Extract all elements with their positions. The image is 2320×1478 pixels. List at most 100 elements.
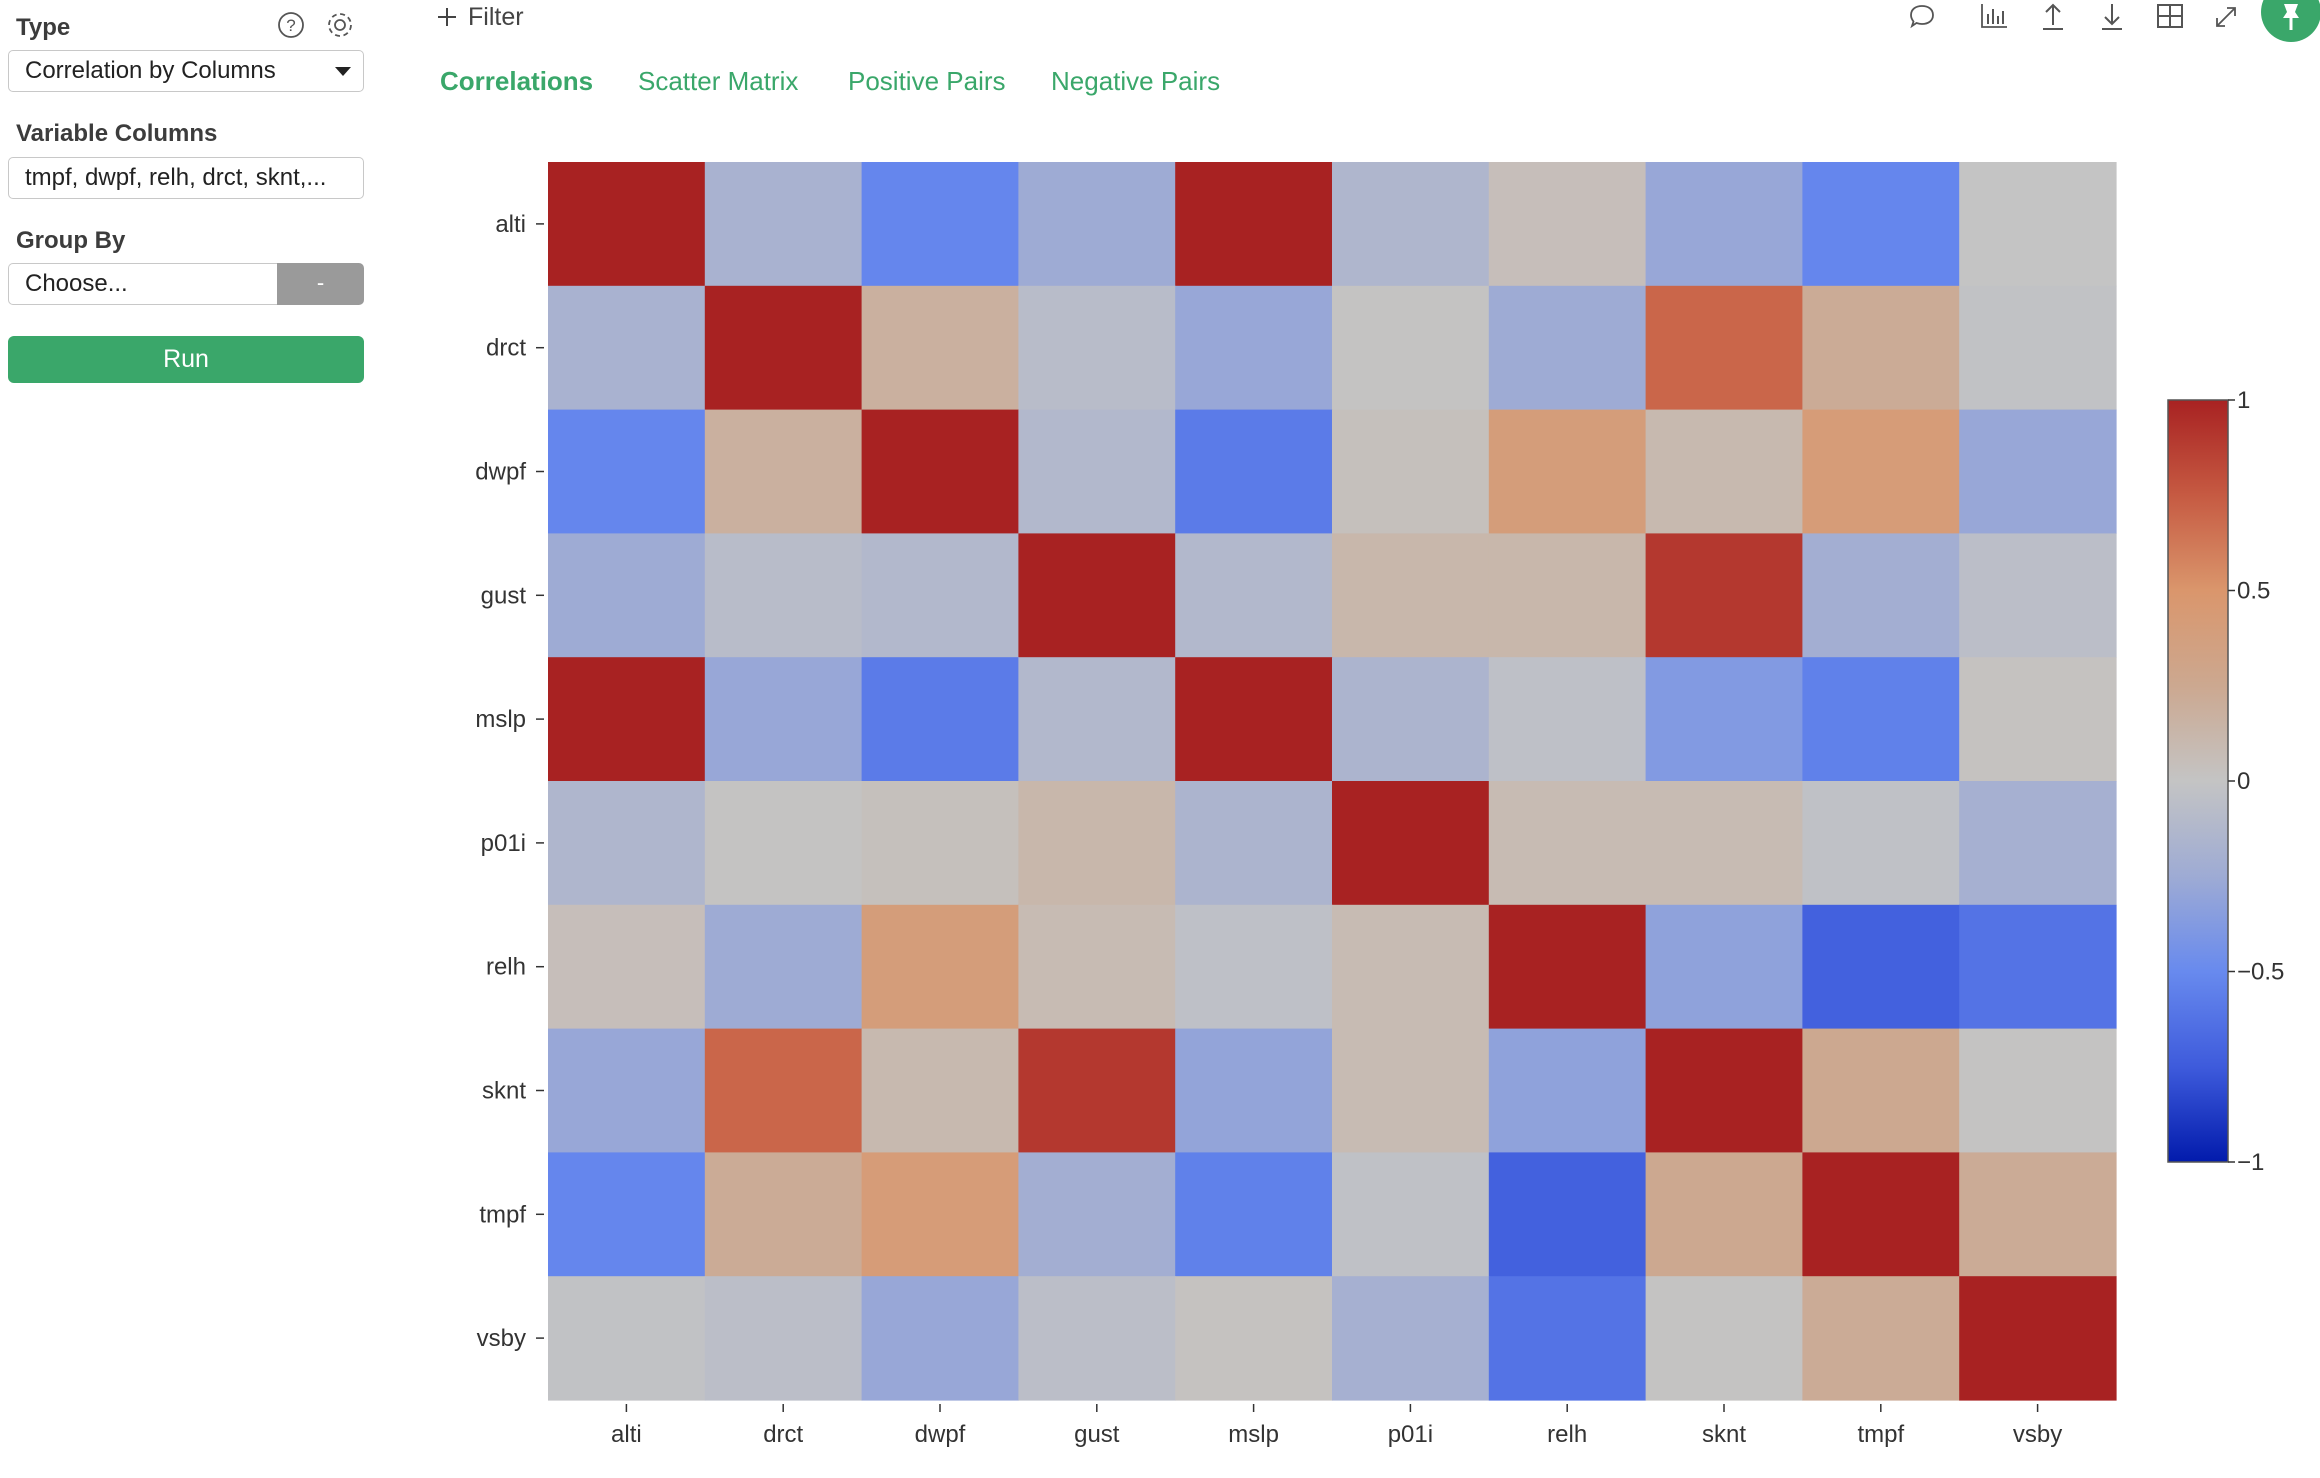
heatmap-cell-tmpf-p01i[interactable] xyxy=(1332,1152,1490,1277)
heatmap-cell-vsby-drct[interactable] xyxy=(704,1276,863,1401)
chart-icon[interactable] xyxy=(1977,0,2011,34)
heatmap-cell-dwpf-mslp[interactable] xyxy=(1175,409,1333,534)
heatmap-cell-relh-dwpf[interactable] xyxy=(861,904,1019,1030)
heatmap-cell-p01i-relh[interactable] xyxy=(1488,781,1647,906)
heatmap-cell-sknt-tmpf[interactable] xyxy=(1802,1028,1960,1153)
heatmap-cell-gust-dwpf[interactable] xyxy=(861,533,1019,658)
heatmap-cell-gust-mslp[interactable] xyxy=(1175,533,1333,658)
heatmap-cell-p01i-alti[interactable] xyxy=(548,781,706,906)
heatmap-cell-sknt-gust[interactable] xyxy=(1018,1028,1176,1153)
heatmap-cell-vsby-p01i[interactable] xyxy=(1332,1276,1490,1401)
heatmap-cell-tmpf-mslp[interactable] xyxy=(1175,1152,1333,1277)
heatmap-cell-vsby-alti[interactable] xyxy=(548,1276,706,1401)
heatmap-cell-mslp-vsby[interactable] xyxy=(1959,657,2117,782)
heatmap-cell-tmpf-vsby[interactable] xyxy=(1959,1152,2117,1277)
heatmap-cell-sknt-drct[interactable] xyxy=(704,1028,863,1153)
tab-scatter-matrix[interactable]: Scatter Matrix xyxy=(638,66,799,96)
heatmap-cell-gust-relh[interactable] xyxy=(1488,533,1647,658)
heatmap-cell-vsby-tmpf[interactable] xyxy=(1802,1276,1960,1401)
heatmap-cell-alti-p01i[interactable] xyxy=(1332,162,1490,287)
heatmap-cell-vsby-gust[interactable] xyxy=(1018,1276,1176,1401)
heatmap-cell-relh-mslp[interactable] xyxy=(1175,904,1333,1030)
heatmap-cell-tmpf-relh[interactable] xyxy=(1488,1152,1647,1277)
heatmap-cell-mslp-sknt[interactable] xyxy=(1645,657,1803,782)
heatmap-cell-p01i-mslp[interactable] xyxy=(1175,781,1333,906)
help-circle-icon[interactable]: ? xyxy=(276,10,306,40)
pin-button[interactable] xyxy=(2261,0,2320,42)
heatmap-cell-mslp-drct[interactable] xyxy=(704,657,863,782)
filter-button[interactable]: Filter xyxy=(436,0,524,34)
heatmap-cell-mslp-dwpf[interactable] xyxy=(861,657,1019,782)
heatmap-cell-gust-drct[interactable] xyxy=(704,533,863,658)
heatmap-cell-drct-relh[interactable] xyxy=(1488,285,1647,411)
heatmap-cell-dwpf-sknt[interactable] xyxy=(1645,409,1803,534)
heatmap-cell-relh-relh[interactable] xyxy=(1488,904,1647,1030)
heatmap-cell-p01i-tmpf[interactable] xyxy=(1802,781,1960,906)
download-icon[interactable] xyxy=(2095,0,2129,34)
heatmap-cell-alti-tmpf[interactable] xyxy=(1802,162,1960,287)
heatmap-cell-drct-p01i[interactable] xyxy=(1332,285,1490,411)
heatmap-cell-dwpf-tmpf[interactable] xyxy=(1802,409,1960,534)
heatmap-cell-alti-dwpf[interactable] xyxy=(861,162,1019,287)
heatmap-cell-relh-p01i[interactable] xyxy=(1332,904,1490,1030)
heatmap-cell-dwpf-drct[interactable] xyxy=(704,409,863,534)
heatmap-cell-p01i-dwpf[interactable] xyxy=(861,781,1019,906)
expand-icon[interactable] xyxy=(2209,0,2243,34)
heatmap-cell-gust-p01i[interactable] xyxy=(1332,533,1490,658)
heatmap-cell-sknt-vsby[interactable] xyxy=(1959,1028,2117,1153)
heatmap-cell-p01i-vsby[interactable] xyxy=(1959,781,2117,906)
heatmap-cell-dwpf-alti[interactable] xyxy=(548,409,706,534)
heatmap-cell-gust-tmpf[interactable] xyxy=(1802,533,1960,658)
heatmap-cell-gust-vsby[interactable] xyxy=(1959,533,2117,658)
heatmap-cell-mslp-p01i[interactable] xyxy=(1332,657,1490,782)
heatmap-cell-relh-gust[interactable] xyxy=(1018,904,1176,1030)
heatmap-cell-tmpf-alti[interactable] xyxy=(548,1152,706,1277)
heatmap-cell-drct-gust[interactable] xyxy=(1018,285,1176,411)
heatmap-cell-dwpf-vsby[interactable] xyxy=(1959,409,2117,534)
heatmap-cell-alti-vsby[interactable] xyxy=(1959,162,2117,287)
heatmap-cell-drct-dwpf[interactable] xyxy=(861,285,1019,411)
tab-negative-pairs[interactable]: Negative Pairs xyxy=(1051,66,1221,96)
heatmap-cell-sknt-relh[interactable] xyxy=(1488,1028,1647,1153)
group-by-select[interactable]: Choose... xyxy=(8,263,277,305)
heatmap-cell-gust-sknt[interactable] xyxy=(1645,533,1803,658)
heatmap-cell-tmpf-dwpf[interactable] xyxy=(861,1152,1019,1277)
heatmap-cell-p01i-p01i[interactable] xyxy=(1332,781,1490,906)
heatmap-cell-relh-alti[interactable] xyxy=(548,904,706,1030)
heatmap-cell-gust-alti[interactable] xyxy=(548,533,706,658)
heatmap-cell-gust-gust[interactable] xyxy=(1018,533,1176,658)
heatmap-cell-vsby-dwpf[interactable] xyxy=(861,1276,1019,1401)
heatmap-cell-relh-vsby[interactable] xyxy=(1959,904,2117,1030)
heatmap-cell-sknt-dwpf[interactable] xyxy=(861,1028,1019,1153)
heatmap-cell-mslp-gust[interactable] xyxy=(1018,657,1176,782)
heatmap-cell-drct-mslp[interactable] xyxy=(1175,285,1333,411)
run-button[interactable]: Run xyxy=(8,336,364,383)
heatmap-cell-drct-tmpf[interactable] xyxy=(1802,285,1960,411)
heatmap-cell-dwpf-dwpf[interactable] xyxy=(861,409,1019,534)
tab-correlations[interactable]: Correlations xyxy=(440,66,594,96)
heatmap-cell-dwpf-gust[interactable] xyxy=(1018,409,1176,534)
heatmap-cell-relh-sknt[interactable] xyxy=(1645,904,1803,1030)
tab-positive-pairs[interactable]: Positive Pairs xyxy=(848,66,1006,96)
heatmap-cell-p01i-sknt[interactable] xyxy=(1645,781,1803,906)
variable-columns-input[interactable]: tmpf, dwpf, relh, drct, sknt,... xyxy=(8,157,364,199)
heatmap-cell-alti-sknt[interactable] xyxy=(1645,162,1803,287)
group-by-clear-button[interactable]: - xyxy=(277,263,364,305)
heatmap-cell-alti-gust[interactable] xyxy=(1018,162,1176,287)
heatmap-cell-mslp-relh[interactable] xyxy=(1488,657,1647,782)
heatmap-cell-p01i-gust[interactable] xyxy=(1018,781,1176,906)
heatmap-cell-sknt-alti[interactable] xyxy=(548,1028,706,1153)
heatmap-cell-p01i-drct[interactable] xyxy=(704,781,863,906)
heatmap-cell-drct-sknt[interactable] xyxy=(1645,285,1803,411)
heatmap-cell-tmpf-sknt[interactable] xyxy=(1645,1152,1803,1277)
heatmap-cell-vsby-sknt[interactable] xyxy=(1645,1276,1803,1401)
heatmap-cell-mslp-tmpf[interactable] xyxy=(1802,657,1960,782)
heatmap-cell-tmpf-tmpf[interactable] xyxy=(1802,1152,1960,1277)
heatmap-cell-relh-tmpf[interactable] xyxy=(1802,904,1960,1030)
comment-icon[interactable] xyxy=(1905,0,1939,34)
heatmap-cell-dwpf-p01i[interactable] xyxy=(1332,409,1490,534)
heatmap-cell-drct-vsby[interactable] xyxy=(1959,285,2117,411)
heatmap-cell-relh-drct[interactable] xyxy=(704,904,863,1030)
heatmap-cell-tmpf-drct[interactable] xyxy=(704,1152,863,1277)
upload-icon[interactable] xyxy=(2036,0,2070,34)
